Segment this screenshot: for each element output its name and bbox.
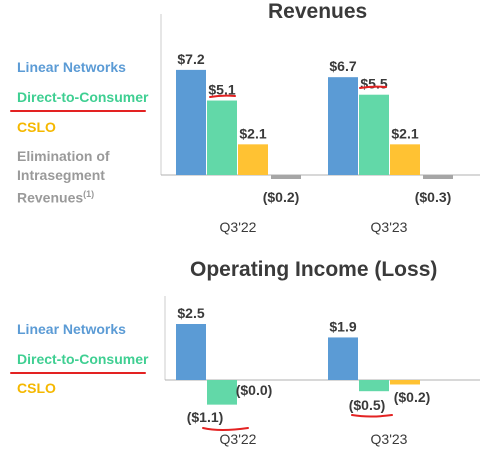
revenues-label-linear-q323: $6.7: [329, 58, 356, 74]
revenues-label-cslo-q322: $2.1: [239, 125, 266, 141]
annotation-underline-dtc-q322-revenue: [209, 94, 236, 98]
legend-revenues-linear: Linear Networks: [17, 59, 126, 75]
revenues-label-elimination-q322: ($0.2): [263, 189, 300, 205]
operating-income-label-dtc-q322: ($1.1): [187, 409, 224, 425]
revenues-label-dtc-q323: $5.5: [360, 76, 387, 92]
operating-income-bar-dtc-q323: [359, 380, 389, 392]
legend-revenues-dtc: Direct-to-Consumer: [17, 89, 149, 105]
legend-revenues-cslo: CSLO: [17, 119, 56, 135]
revenues-title: Revenues: [268, 0, 368, 23]
operating-income-bar-dtc-q322: [207, 380, 237, 405]
operating-income-label-linear-q322: $2.5: [177, 305, 204, 321]
operating-income-title: Operating Income (Loss): [190, 258, 438, 281]
legend-revenues-elimination: Elimination of Intrasegment Revenues(1): [17, 147, 147, 208]
legend-oi-cslo: CSLO: [17, 380, 56, 396]
revenues-label-linear-q322: $7.2: [177, 51, 204, 67]
operating-income-label-cslo-q323: ($0.2): [394, 389, 431, 405]
operating-income-bar-linear-q323: [328, 337, 358, 380]
revenues-label-dtc-q322: $5.1: [208, 82, 235, 98]
revenues-category-q323: Q3'23: [371, 219, 408, 235]
revenues-bar-linear-q322: [176, 69, 206, 175]
operating-income-label-dtc-q323: ($0.5): [349, 397, 386, 413]
revenues-label-cslo-q323: $2.1: [391, 125, 418, 141]
annotation-underline-dtc-q322-oi: [202, 427, 249, 431]
legend-elimination-text: Elimination of Intrasegment Revenues: [17, 148, 110, 206]
annotation-underline-dtc-q323-revenue: [359, 85, 387, 89]
revenues-bar-elimination-q323: [423, 175, 453, 179]
operating-income-bar-linear-q322: [176, 324, 206, 380]
revenues-label-elimination-q323: ($0.3): [415, 189, 452, 205]
revenues-bar-elimination-q322: [271, 175, 301, 179]
operating-income-bar-cslo-q323: [390, 380, 420, 385]
legend-elimination-footnote: (1): [83, 189, 95, 199]
revenues-bar-dtc-q323: [359, 94, 389, 175]
legend-oi-dtc-underline: [10, 372, 146, 374]
legend-oi-linear: Linear Networks: [17, 321, 126, 337]
legend-oi-dtc: Direct-to-Consumer: [17, 351, 149, 367]
revenues-bar-linear-q323: [328, 77, 358, 175]
revenues-bar-cslo-q323: [390, 144, 420, 175]
annotation-underline-dtc-q323-oi: [351, 414, 393, 418]
operating-income-label-linear-q323: $1.9: [329, 318, 356, 334]
revenues-category-q322: Q3'22: [220, 219, 257, 235]
operating-income-category-q323: Q3'23: [371, 431, 408, 447]
revenues-bar-dtc-q322: [207, 100, 237, 175]
legend-revenues-dtc-underline: [10, 110, 146, 112]
operating-income-category-q322: Q3'22: [220, 431, 257, 447]
operating-income-label-cslo-q322: ($0.0): [236, 382, 273, 398]
revenues-bar-cslo-q322: [238, 144, 268, 175]
